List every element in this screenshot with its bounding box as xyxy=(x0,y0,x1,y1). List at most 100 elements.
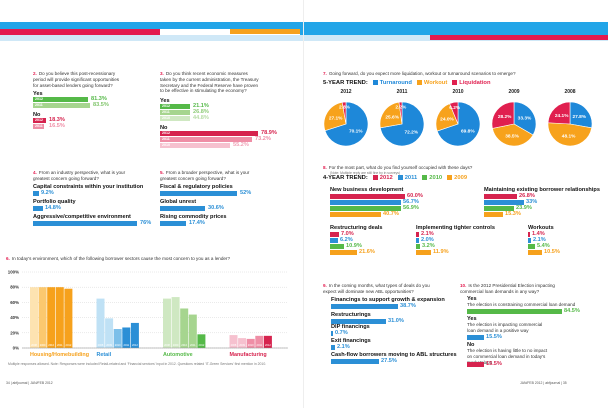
top-blue-strip-right xyxy=(300,29,608,35)
q6-bar-year-label: 2009 xyxy=(173,343,179,347)
q4-question: 4. From an industry perspective, what is … xyxy=(33,170,126,181)
q10-item-1-sub: The election is constraining commercial … xyxy=(467,302,576,307)
q8-g2-2009-bar xyxy=(484,212,503,217)
q10-item-1-label: Yes xyxy=(467,296,477,302)
q8-g4-2009-bar xyxy=(416,250,431,255)
q9-item-5-label: Cash-flow borrowers moving to ABL struct… xyxy=(331,352,457,358)
q10-item-2-sub: The election is impacting commercial loa… xyxy=(467,322,543,333)
q7-pie-slice xyxy=(547,122,593,147)
q3-no-2012-bar xyxy=(160,131,258,136)
q2-no-2012-bar xyxy=(33,118,46,123)
q7-pie-year: 2008 xyxy=(564,89,575,95)
q6-bar xyxy=(130,322,139,348)
q8-legend-2011: 2011 xyxy=(397,175,417,181)
q7-pie-value-label: 2.2% xyxy=(395,104,407,110)
q7-trend-title: 5-YEAR TREND: xyxy=(323,80,368,86)
q4-item-1-bar xyxy=(33,191,39,196)
q6-ytick-label: 20% xyxy=(10,330,19,335)
q7-legend-turnaround: Turnaround xyxy=(372,80,412,86)
q8-g4-2012-bar xyxy=(416,232,419,237)
q6-bar-year-label: 2011 xyxy=(190,343,196,347)
q9-item-3-bar xyxy=(331,331,333,336)
q6-bar xyxy=(47,287,56,348)
q7-pie-slice xyxy=(513,101,537,136)
q10-item-1-bar xyxy=(467,309,562,314)
q10-item-3-label: No xyxy=(467,342,475,348)
q5-item-3-label: Rising commodity prices xyxy=(160,214,227,220)
page-spine xyxy=(303,0,304,408)
q2-no-2011-pct: 16.5% xyxy=(49,123,65,129)
q8-g2-2011-bar xyxy=(484,200,524,205)
q10-item-2-bar xyxy=(467,335,484,340)
top-red-strip xyxy=(0,29,160,35)
q3-yes-2010-bar xyxy=(160,116,190,121)
q7-pie-slice xyxy=(341,101,347,125)
q7-pie-value-label: 24.0% xyxy=(440,117,454,123)
q5-item-2-bar xyxy=(160,206,205,211)
q6-bar xyxy=(229,335,238,348)
q6-bar-year-label: 2008 xyxy=(31,343,37,347)
q8-g1-2011-pct: 56.7% xyxy=(403,199,419,205)
q6-bar-year-label: 2008 xyxy=(164,343,170,347)
q8-legend-2009: 2009 xyxy=(447,175,467,181)
q5-item-1-pct: 52% xyxy=(240,190,252,196)
q3-no-label: No xyxy=(160,125,168,131)
q3-yes-2012-year: 2012 xyxy=(162,104,170,108)
q7-pie-value-label: 2.8% xyxy=(339,105,351,111)
q6-bar-year-label: 2010 xyxy=(248,343,254,347)
q6-bar-year-label: 2009 xyxy=(239,343,245,347)
q6-bar xyxy=(163,298,171,348)
q2-yes-2011-year: 2011 xyxy=(35,103,43,107)
q6-bar-year-label: 2012 xyxy=(132,343,138,347)
q5-item-1-label: Fiscal & regulatory policies xyxy=(160,184,233,190)
q6-bar-year-label: 2009 xyxy=(106,343,112,347)
q7-pie-value-label: 24.1% xyxy=(555,113,569,119)
q2-no-2011-year: 2011 xyxy=(35,124,43,128)
q10-item-3-pct: 15.5% xyxy=(486,361,502,367)
q7-pie-year: 2012 xyxy=(340,89,351,95)
q8-g2-2012-pct: 26.8% xyxy=(519,193,535,199)
q8-g4-2010-bar xyxy=(416,244,420,249)
q3-no-2011-year: 2011 xyxy=(162,137,170,141)
q3-no-2010-year: 2010 xyxy=(162,143,170,147)
q6-category-label: Housing/Homebuilding xyxy=(30,352,89,358)
q7-pie-slice xyxy=(435,103,459,132)
q8-g1-2010-bar xyxy=(330,206,401,211)
q7-pie-value-label: 25.6% xyxy=(385,114,399,120)
q3-yes-2012-bar xyxy=(160,104,190,109)
q3-yes-2010-year: 2010 xyxy=(162,116,170,120)
q10-item-2-pct: 15.5% xyxy=(486,334,502,340)
q8-group-4-title: Implementing tighter controls xyxy=(416,225,495,231)
q7-pie-value-label: 27.8% xyxy=(572,114,586,120)
q8-g3-2011-bar xyxy=(330,238,338,243)
q6-bar-year-label: 2010 xyxy=(115,343,121,347)
q8-g2-2010-bar xyxy=(484,206,514,211)
q4-item-2-pct: 14.8% xyxy=(45,205,61,211)
top-red-strip-2 xyxy=(430,35,608,40)
q4-item-3-label: Aggressive/competitive environment xyxy=(33,214,131,220)
q6-bar-year-label: 2011 xyxy=(57,343,63,347)
q8-g1-2009-bar xyxy=(330,212,381,217)
q8-legend-2010: 2010 xyxy=(422,175,442,181)
q6-question: 6. In today's environment, which of the f… xyxy=(6,256,231,261)
q5-item-1-bar xyxy=(160,191,237,196)
q4-item-2-label: Portfolio quality xyxy=(33,199,76,205)
q7-pie-slice xyxy=(569,101,593,129)
q6-bar-year-label: 2008 xyxy=(98,343,104,347)
q7-pie-slice xyxy=(379,101,403,129)
q8-g5-2011-pct: 2.1% xyxy=(533,237,546,243)
q8-g3-2009-bar xyxy=(330,250,357,255)
q9-item-4-label: Exit financings xyxy=(331,338,371,344)
q6-bar xyxy=(263,335,272,348)
q8-g3-2010-bar xyxy=(330,244,344,249)
q2-question: 2. Do you believe this post-recessionary … xyxy=(33,71,120,88)
q7-pie-value-label: 6.2% xyxy=(449,105,461,111)
q8-g1-2012-pct: 60.0% xyxy=(407,193,423,199)
q6-bar xyxy=(38,287,47,348)
q7-pie-value-label: 69.8% xyxy=(461,129,475,135)
q9-item-3-pct: 0.7% xyxy=(335,330,348,336)
q8-g5-2010-bar xyxy=(528,244,535,249)
q3-yes-2011-pct: 26.8% xyxy=(193,109,209,115)
q5-item-2-label: Global unrest xyxy=(160,199,197,205)
